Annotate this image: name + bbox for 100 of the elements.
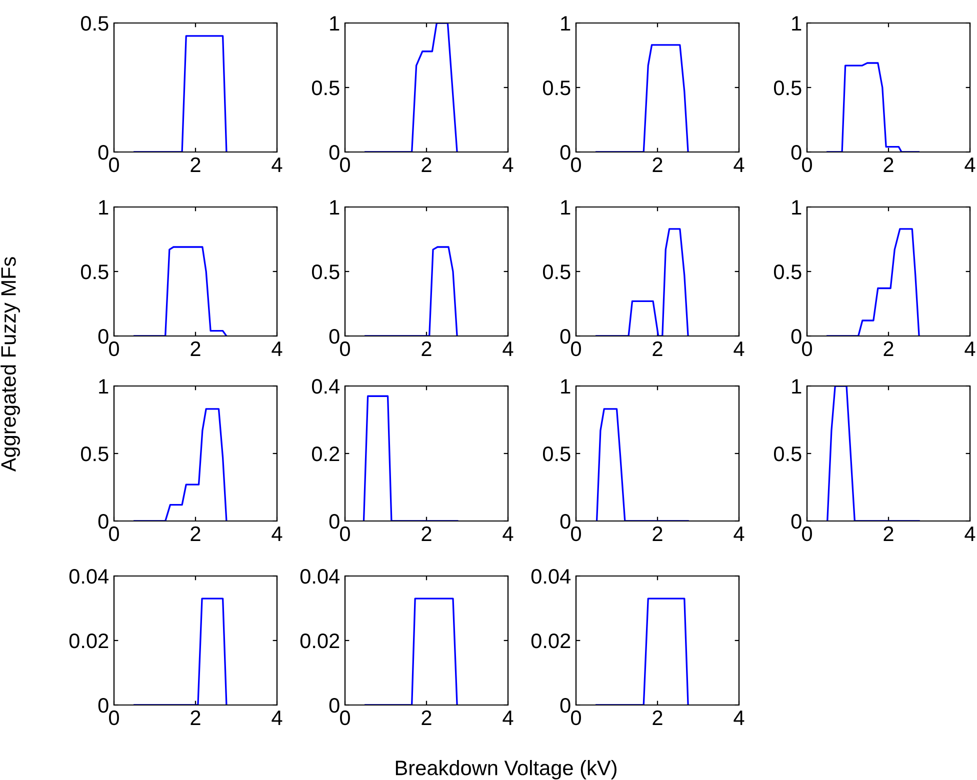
x-tick-label: 0 [571, 157, 581, 172]
y-tick-label: 0 [98, 145, 108, 160]
x-tick-label: 2 [422, 526, 432, 541]
x-tick-label: 4 [502, 526, 514, 541]
y-tick-label: 0.02 [69, 634, 108, 648]
y-tick-label: 0.5 [312, 80, 340, 96]
x-tick-label: 4 [964, 526, 976, 541]
line-series [826, 62, 920, 152]
x-tick-label: 2 [190, 341, 200, 356]
y-tick-label: 0.04 [69, 569, 109, 584]
y-tick-label: 1 [561, 16, 570, 31]
y-tick-label: 0 [560, 329, 570, 344]
y-tick-label: 0 [98, 329, 108, 344]
y-tick-label: 1 [561, 379, 570, 394]
x-tick-label: 0 [340, 341, 350, 356]
y-tick-label: 1 [792, 379, 802, 394]
y-tick-label: 0 [329, 329, 340, 344]
x-tick-label: 4 [964, 342, 976, 356]
y-tick-label: 1 [99, 379, 108, 394]
y-tick-label: 0.02 [531, 634, 570, 648]
x-tick-label: 0 [802, 526, 812, 542]
x-tick-label: 0 [802, 341, 812, 356]
y-tick-label: 0.5 [542, 264, 570, 280]
y-tick-label: 0 [560, 514, 570, 529]
y-tick-label: 0.5 [312, 264, 340, 280]
line-series [134, 246, 228, 336]
x-tick-label: 0 [340, 157, 350, 172]
y-tick-label: 0 [98, 698, 108, 713]
line-series [134, 408, 228, 521]
line-series [596, 228, 689, 336]
y-tick-label: 0 [791, 329, 802, 344]
x-tick-label: 0 [109, 157, 119, 172]
x-tick-label: 2 [422, 157, 432, 172]
y-tick-label: 1 [561, 200, 570, 215]
y-tick-label: 0.5 [80, 264, 108, 280]
y-tick-label: 0.5 [774, 264, 802, 280]
x-tick-label: 2 [652, 710, 662, 725]
y-tick-label: 0 [329, 698, 340, 713]
x-tick-label: 4 [272, 158, 282, 172]
y-tick-label: 0.5 [80, 446, 108, 462]
y-tick-label: 0 [791, 145, 802, 160]
y-tick-label: 1 [792, 200, 802, 215]
x-tick-label: 0 [340, 526, 350, 542]
y-tick-label: 1 [792, 16, 802, 31]
x-tick-label: 2 [190, 710, 200, 725]
x-tick-label: 0 [109, 341, 119, 356]
x-tick-label: 0 [571, 341, 581, 356]
y-tick-label: 0.5 [542, 80, 570, 96]
x-tick-label: 4 [272, 342, 282, 356]
y-tick-label: 0.04 [300, 569, 340, 584]
y-tick-label: 0.5 [774, 80, 802, 96]
x-tick-label: 2 [190, 526, 200, 541]
x-tick-label: 2 [652, 341, 662, 356]
x-tick-label: 4 [272, 710, 282, 725]
y-tick-label: 0 [329, 514, 340, 529]
y-tick-label: 1 [330, 200, 340, 215]
y-tick-label: 0.2 [312, 446, 340, 462]
x-axis-title: Breakdown Voltage (kV) [396, 760, 616, 780]
line-series [826, 228, 920, 336]
x-tick-label: 4 [734, 342, 744, 356]
x-tick-label: 0 [109, 526, 119, 542]
x-tick-label: 4 [964, 158, 976, 172]
x-tick-label: 4 [272, 526, 282, 541]
y-tick-label: 0.04 [531, 569, 571, 584]
line-series [364, 23, 458, 152]
x-tick-label: 4 [734, 526, 744, 541]
x-tick-label: 2 [190, 157, 200, 172]
y-axis-title: Aggregated Fuzzy MFs [0, 257, 20, 472]
x-tick-label: 2 [652, 157, 662, 172]
x-tick-label: 4 [734, 710, 744, 725]
x-tick-label: 4 [734, 158, 744, 172]
y-tick-label: 0.4 [312, 379, 340, 394]
y-tick-label: 0 [98, 514, 108, 529]
y-tick-label: 0 [560, 145, 570, 160]
x-tick-label: 0 [571, 526, 581, 542]
x-tick-label: 0 [802, 157, 812, 172]
x-tick-label: 4 [502, 158, 514, 172]
x-tick-label: 4 [502, 710, 514, 725]
x-tick-label: 2 [884, 341, 894, 356]
y-tick-label: 0 [791, 514, 802, 529]
y-tick-label: 0.5 [774, 446, 802, 462]
x-tick-label: 2 [422, 710, 432, 725]
line-series [596, 44, 689, 152]
y-tick-label: 0.5 [80, 16, 108, 31]
y-tick-label: 0 [560, 698, 570, 713]
x-tick-label: 2 [652, 526, 662, 541]
y-tick-label: 0.5 [542, 446, 570, 462]
x-tick-label: 0 [571, 710, 581, 726]
x-tick-label: 0 [340, 710, 350, 726]
x-tick-label: 2 [884, 157, 894, 172]
x-tick-label: 0 [109, 710, 119, 726]
y-tick-label: 0 [329, 145, 340, 160]
y-tick-label: 1 [330, 16, 340, 31]
line-series [364, 246, 458, 336]
x-tick-label: 2 [422, 341, 432, 356]
y-tick-label: 0.02 [300, 634, 340, 648]
x-tick-label: 2 [884, 526, 894, 541]
line-series [596, 408, 689, 521]
x-tick-label: 4 [502, 342, 514, 356]
y-tick-label: 1 [99, 200, 108, 215]
